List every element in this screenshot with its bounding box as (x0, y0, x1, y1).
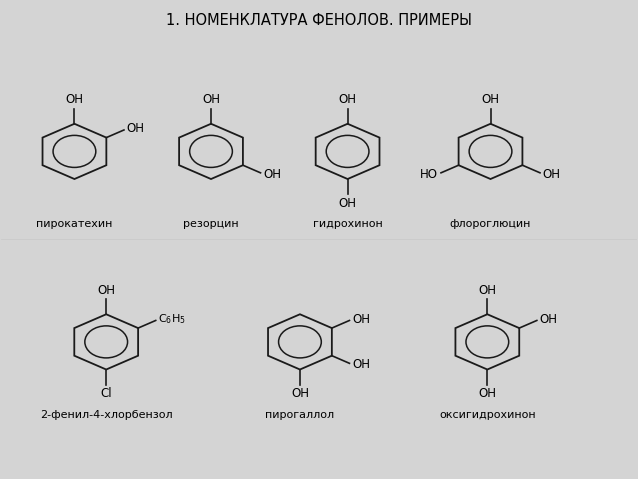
Text: OH: OH (352, 313, 370, 326)
Text: 1. НОМЕНКЛАТУРА ФЕНОЛОВ. ПРИМЕРЫ: 1. НОМЕНКЛАТУРА ФЕНОЛОВ. ПРИМЕРЫ (166, 13, 472, 28)
Text: гидрохинон: гидрохинон (313, 219, 382, 229)
Text: HO: HO (420, 168, 438, 181)
Text: OH: OH (339, 197, 357, 210)
Text: OH: OH (66, 93, 84, 106)
Text: OH: OH (339, 93, 357, 106)
Text: OH: OH (540, 313, 558, 326)
Text: $\mathregular{C_6H_5}$: $\mathregular{C_6H_5}$ (158, 312, 186, 326)
Text: OH: OH (482, 93, 500, 106)
Text: флороглюцин: флороглюцин (450, 219, 531, 229)
Text: OH: OH (478, 284, 496, 297)
Text: OH: OH (97, 284, 115, 297)
Text: оксигидрохинон: оксигидрохинон (439, 410, 536, 420)
Text: OH: OH (478, 387, 496, 400)
Text: OH: OH (352, 358, 370, 371)
Text: OH: OH (263, 168, 281, 181)
Text: OH: OH (543, 168, 561, 181)
Text: 2-фенил-4-хлорбензол: 2-фенил-4-хлорбензол (40, 410, 172, 420)
Text: OH: OH (291, 387, 309, 400)
Text: OH: OH (127, 122, 145, 135)
Text: пирокатехин: пирокатехин (36, 219, 113, 229)
Text: пирогаллол: пирогаллол (265, 410, 334, 420)
Text: Cl: Cl (100, 387, 112, 400)
Text: резорцин: резорцин (183, 219, 239, 229)
Text: OH: OH (202, 93, 220, 106)
